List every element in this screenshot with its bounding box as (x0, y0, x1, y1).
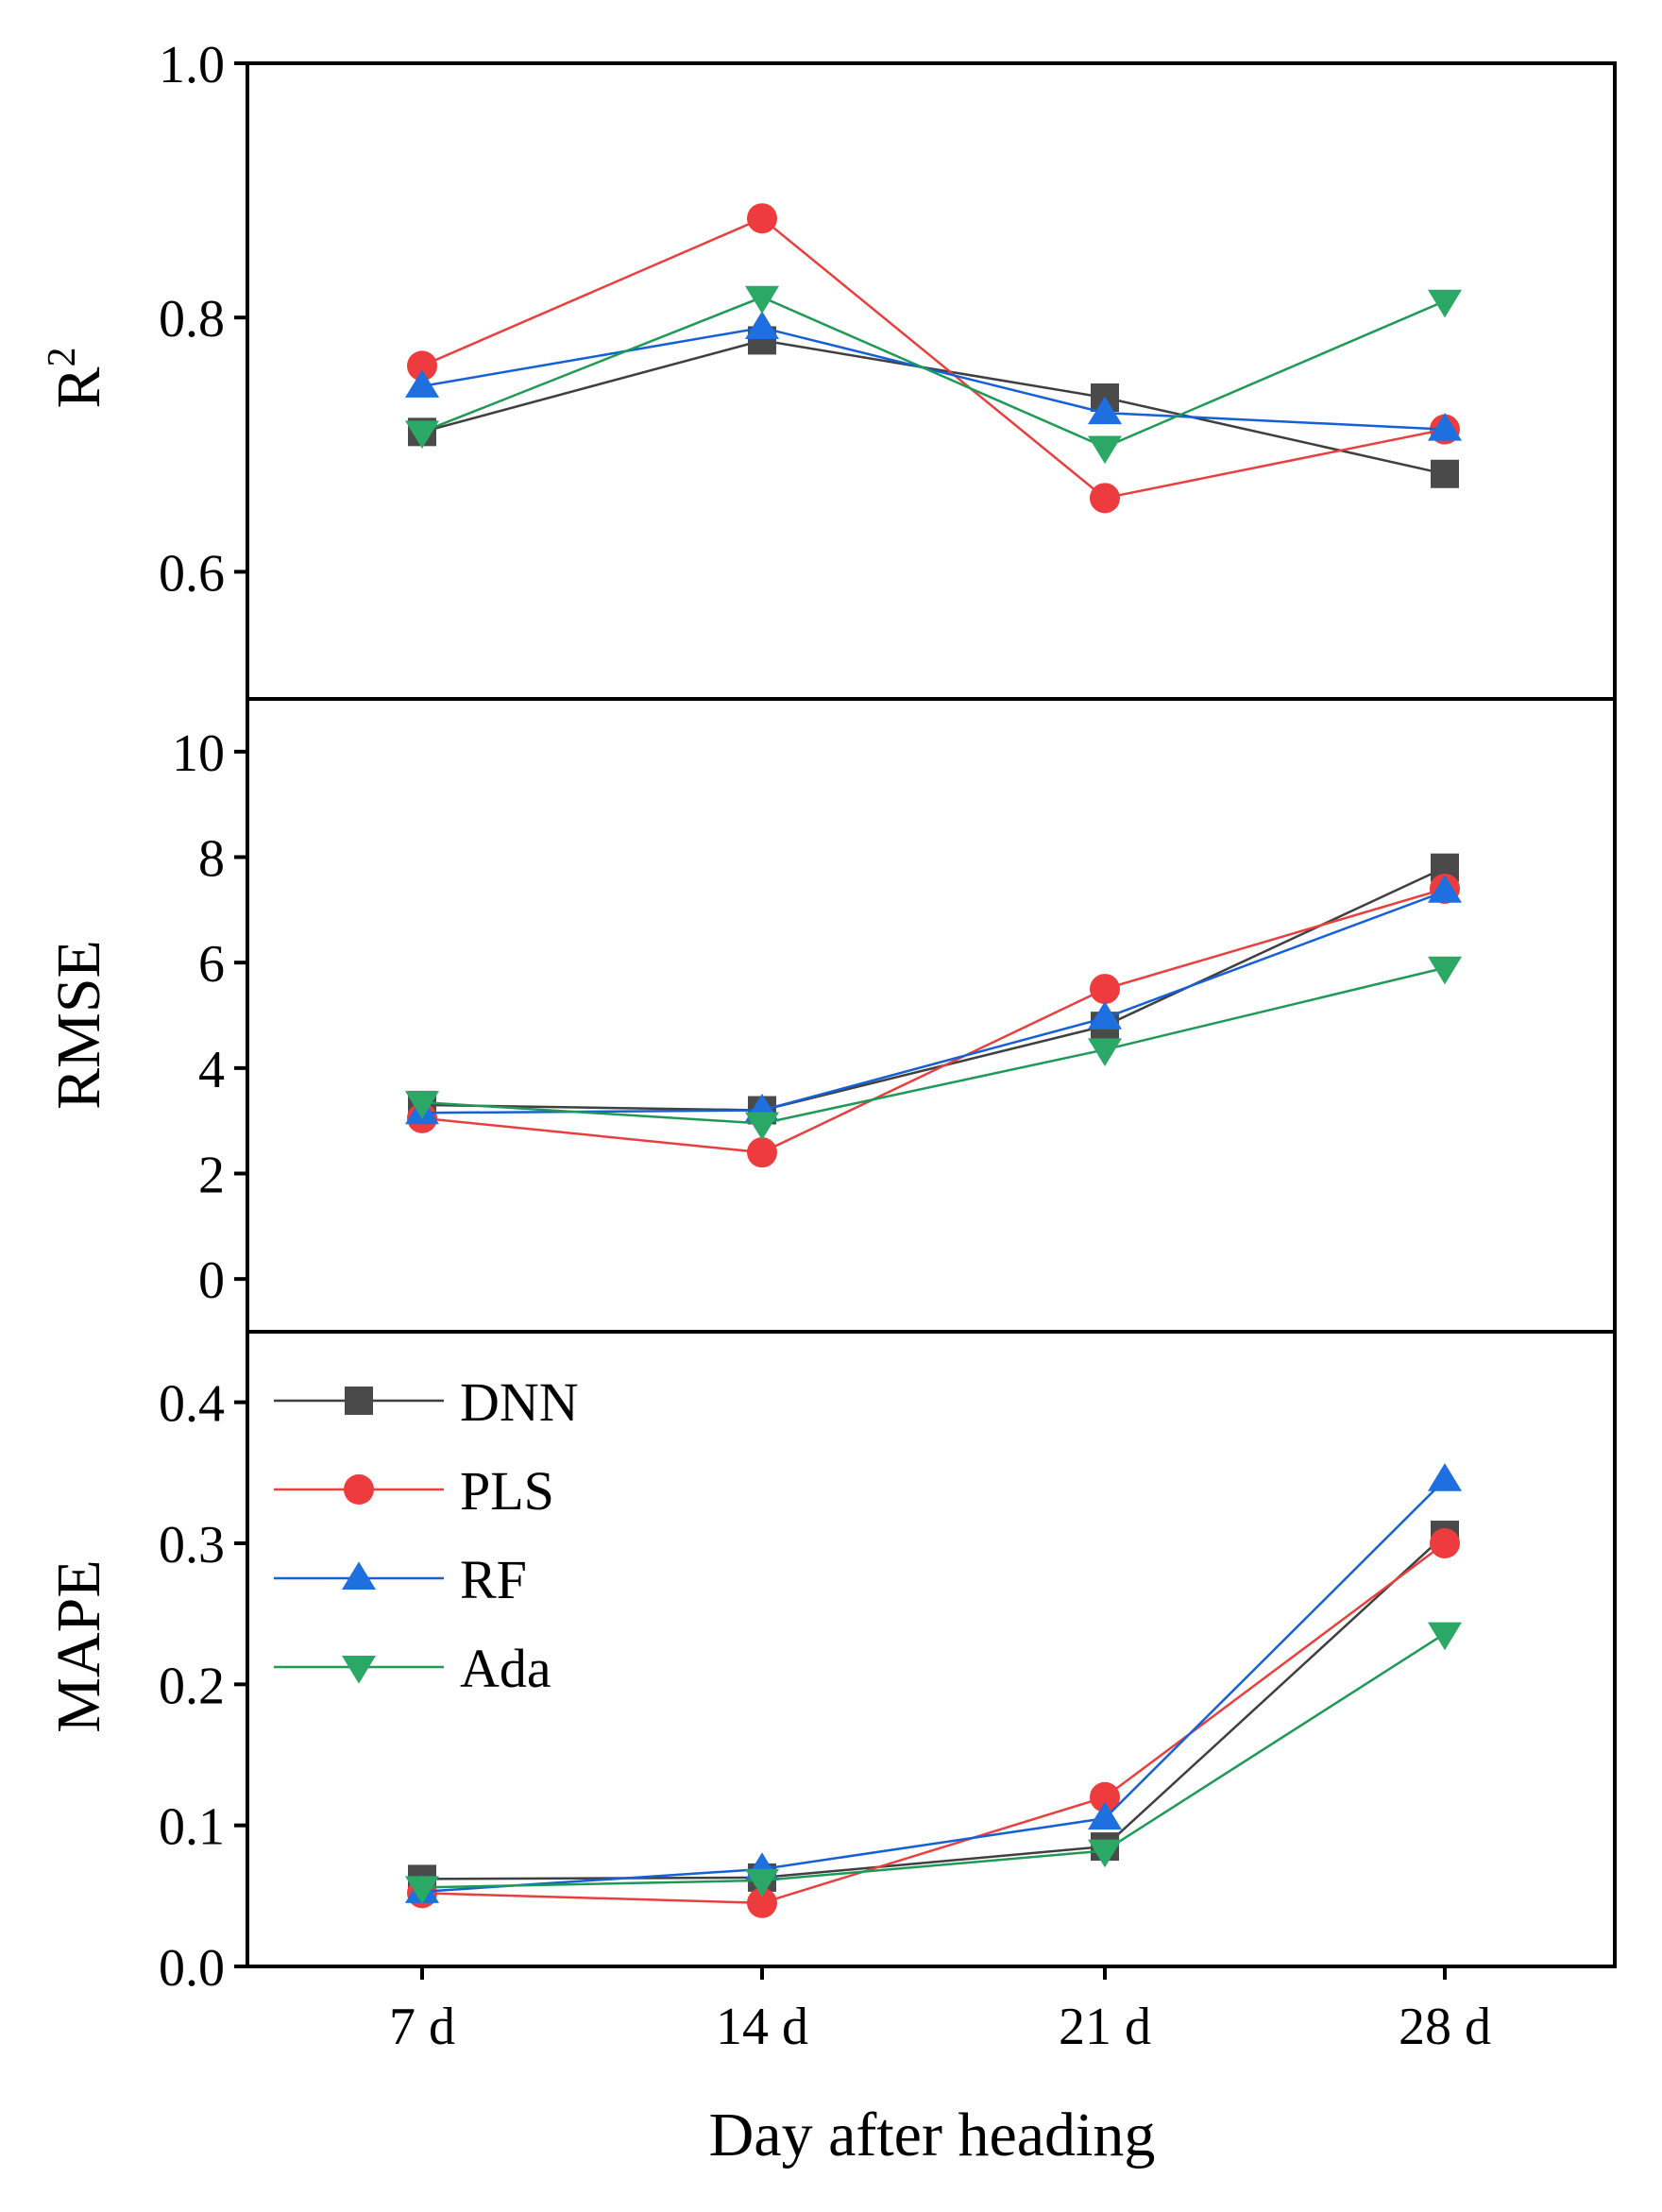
series-line-dnn (421, 866, 1446, 1112)
legend-marker-shape (342, 1561, 376, 1590)
x-tick-label: 21 d (1059, 1998, 1151, 2056)
series-line-rf (421, 1478, 1446, 1894)
data-point-rf (745, 311, 779, 339)
y-tick-label-top: 0.6 (159, 544, 225, 603)
x-axis-title: Day after heading (709, 2101, 1156, 2169)
data-point-rf (1088, 1801, 1122, 1830)
y-tick-label-middle: 0 (198, 1251, 225, 1310)
data-point-ada (1428, 1622, 1462, 1651)
series-line-pls (421, 887, 1446, 1154)
legend-marker-shape (345, 1387, 373, 1415)
legend-marker-shape (344, 1474, 374, 1505)
data-point-rf (1428, 875, 1462, 903)
y-tick-label-middle: 4 (198, 1041, 225, 1099)
data-point-pls (1090, 483, 1120, 514)
data-point-ada (1428, 289, 1462, 318)
series-line-rf (421, 326, 1446, 431)
data-point-dnn (1431, 459, 1459, 488)
legend-item-dnn: DNN (274, 1371, 579, 1433)
legend: DNN PLS RF Ada (274, 1371, 579, 1699)
y-tick-label-middle: 10 (172, 724, 225, 783)
y-tick-label-middle: 2 (198, 1147, 225, 1205)
series-line-ada (421, 1632, 1446, 1889)
r2-axis-title: R2 (41, 347, 113, 408)
data-point-ada (405, 1876, 439, 1905)
series-line-pls (421, 216, 1446, 500)
y-tick-label-top: 1.0 (159, 36, 225, 94)
data-point-pls (1090, 974, 1120, 1005)
mape-axis-title: MAPE (44, 1559, 113, 1732)
data-point-pls (407, 350, 437, 382)
data-point-rf (1088, 1001, 1122, 1029)
r2-panel: R2 0.6 0.8 1.0 (41, 36, 1617, 701)
data-point-ada (1428, 956, 1462, 985)
series-line-ada (421, 966, 1446, 1125)
legend-item-pls: PLS (274, 1460, 554, 1522)
data-point-pls (747, 1887, 777, 1918)
data-point-pls (1430, 1528, 1460, 1558)
legend-marker-dnn (345, 1387, 373, 1415)
plot-frame-bottom (246, 1330, 1617, 1968)
y-tick-label-bottom: 0.3 (159, 1516, 225, 1574)
series-line-pls (421, 1541, 1446, 1905)
series-line-rf (421, 890, 1446, 1115)
data-point-ada (1088, 1839, 1122, 1868)
data-point-rf (1088, 396, 1122, 425)
x-tick-label: 14 d (716, 1998, 808, 2056)
data-point-pls (1090, 1781, 1120, 1812)
legend-item-rf: RF (274, 1549, 527, 1610)
data-point-ada (745, 1112, 779, 1141)
legend-marker-rf (342, 1561, 376, 1590)
series-line-dnn (421, 1534, 1446, 1880)
y-tick-label-middle: 6 (198, 935, 225, 994)
series-line-ada (421, 296, 1446, 449)
data-point-ada (405, 420, 439, 450)
data-point-ada (1088, 1038, 1122, 1066)
data-point-pls (747, 1137, 777, 1168)
data-point-rf (1428, 1463, 1462, 1491)
legend-label-rf: RF (460, 1549, 527, 1610)
y-tick-label-top: 0.8 (159, 290, 225, 349)
legend-marker-shape (342, 1656, 376, 1684)
y-tick-label-bottom: 0.0 (159, 1939, 225, 1998)
data-point-ada (1088, 435, 1122, 465)
data-point-rf (405, 369, 439, 398)
y-tick-label-bottom: 0.4 (159, 1375, 225, 1434)
data-point-ada (745, 1868, 779, 1897)
data-point-pls (747, 203, 777, 234)
y-tick-label-bottom: 0.2 (159, 1657, 225, 1715)
data-point-ada (405, 1091, 439, 1119)
legend-item-ada: Ada (274, 1638, 551, 1699)
mape-panel: MAPE 0.0 0.1 0.2 0.3 0.4 (44, 1330, 1617, 1998)
rmse-axis-title: RMSE (44, 940, 113, 1110)
legend-label-pls: PLS (460, 1460, 554, 1522)
x-tick-label: 28 d (1399, 1998, 1491, 2056)
legend-marker-pls (344, 1474, 374, 1505)
x-tick-label: 7 d (389, 1998, 455, 2056)
data-point-ada (745, 285, 779, 315)
y-tick-label-bottom: 0.1 (159, 1798, 225, 1857)
y-tick-label-middle: 8 (198, 830, 225, 889)
series-line-dnn (421, 339, 1446, 475)
data-point-rf (1428, 412, 1462, 441)
legend-marker-ada (342, 1656, 376, 1684)
x-axis: 7 d 14 d 21 d 28 d (389, 1966, 1491, 2056)
rmse-panel: RMSE 0 2 4 6 8 10 (44, 697, 1617, 1334)
legend-label-dnn: DNN (460, 1371, 579, 1433)
legend-label-ada: Ada (460, 1638, 551, 1699)
